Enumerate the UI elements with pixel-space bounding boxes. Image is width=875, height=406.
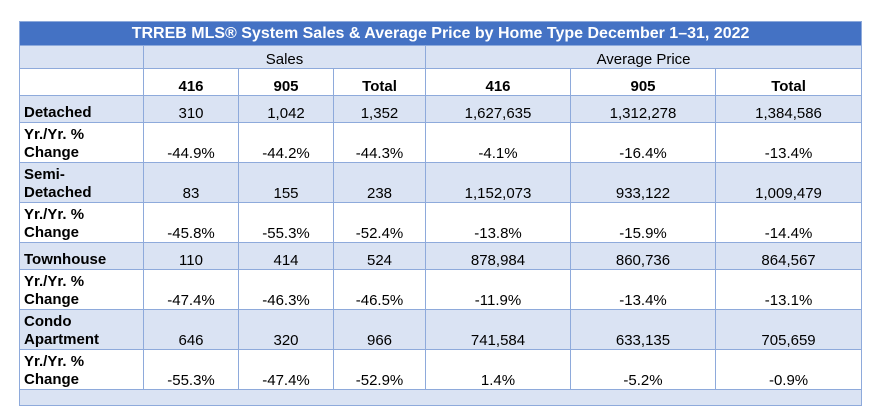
cell-price-905: -5.2% bbox=[570, 349, 716, 390]
cell-sales-total: -44.3% bbox=[333, 122, 426, 163]
cell-sales-905: -44.2% bbox=[238, 122, 334, 163]
row-label-line: Condo bbox=[24, 313, 72, 330]
cell-price-416: 878,984 bbox=[425, 242, 571, 270]
cell-sales-416: 83 bbox=[143, 162, 239, 203]
row-label: Yr./Yr. % Change bbox=[19, 202, 144, 243]
group-header-average-price: Average Price bbox=[424, 45, 863, 69]
cell-sales-416: -47.4% bbox=[143, 269, 239, 310]
group-header-sales: Sales bbox=[143, 45, 426, 69]
cell-price-416: 1,152,073 bbox=[425, 162, 571, 203]
column-header-price-416: 416 bbox=[425, 68, 571, 96]
row-label-line: Yr./Yr. % bbox=[24, 126, 85, 143]
cell-price-total: -0.9% bbox=[714, 349, 863, 390]
cell-price-416: -13.8% bbox=[425, 202, 571, 243]
cell-price-905: 633,135 bbox=[570, 309, 716, 350]
cell-sales-total: 1,352 bbox=[333, 95, 426, 123]
column-header-price-total: Total bbox=[714, 68, 863, 96]
cell-sales-905: -47.4% bbox=[238, 349, 334, 390]
row-label: Semi- Detached bbox=[19, 162, 144, 203]
cell-sales-416: -55.3% bbox=[143, 349, 239, 390]
cell-sales-total: -52.4% bbox=[333, 202, 426, 243]
cell-sales-905: 1,042 bbox=[238, 95, 334, 123]
cell-sales-905: -55.3% bbox=[238, 202, 334, 243]
column-header-blank bbox=[19, 68, 144, 96]
cell-price-total: 864,567 bbox=[714, 242, 863, 270]
table-row-change: Yr./Yr. % Change -47.4% -46.3% -46.5% -11.9% -… bbox=[19, 269, 863, 310]
cell-sales-416: 110 bbox=[143, 242, 239, 270]
row-label: Yr./Yr. % Change bbox=[19, 269, 144, 310]
cell-sales-total: -52.9% bbox=[333, 349, 426, 390]
cell-sales-total: 524 bbox=[333, 242, 426, 270]
table-title: TRREB MLS® System Sales & Average Price … bbox=[18, 21, 863, 46]
cell-sales-905: 414 bbox=[238, 242, 334, 270]
cell-sales-905: -46.3% bbox=[238, 269, 334, 310]
cell-price-416: 741,584 bbox=[425, 309, 571, 350]
sales-price-table: TRREB MLS® System Sales & Average Price … bbox=[18, 21, 863, 406]
cell-price-905: 860,736 bbox=[570, 242, 716, 270]
cell-price-905: -16.4% bbox=[570, 122, 716, 163]
cell-price-905: 933,122 bbox=[570, 162, 716, 203]
cell-price-905: -13.4% bbox=[570, 269, 716, 310]
row-label-line: Detached bbox=[24, 104, 92, 121]
row-label-line: Change bbox=[24, 371, 80, 388]
cell-price-total: -13.4% bbox=[714, 122, 863, 163]
cell-price-total: 705,659 bbox=[714, 309, 863, 350]
cell-price-416: -4.1% bbox=[425, 122, 571, 163]
row-label: Yr./Yr. % Change bbox=[19, 349, 144, 390]
cell-sales-416: 646 bbox=[143, 309, 239, 350]
column-header-sales-905: 905 bbox=[238, 68, 334, 96]
cell-price-total: -13.1% bbox=[714, 269, 863, 310]
table-row-type: Townhouse 110 414 524 878,984 860,736 864,567 bbox=[19, 242, 863, 270]
cell-price-416: -11.9% bbox=[425, 269, 571, 310]
cell-price-total: 1,384,586 bbox=[714, 95, 863, 123]
row-label-line: Detached bbox=[24, 184, 92, 201]
column-header-sales-total: Total bbox=[333, 68, 426, 96]
column-header-sales-416: 416 bbox=[143, 68, 239, 96]
row-label: Townhouse bbox=[19, 242, 144, 270]
cell-sales-416: -44.9% bbox=[143, 122, 239, 163]
row-label-line: Change bbox=[24, 291, 80, 308]
row-label-line: Apartment bbox=[24, 331, 100, 348]
row-label-line: Yr./Yr. % bbox=[24, 353, 85, 370]
row-label-line: Yr./Yr. % bbox=[24, 206, 85, 223]
cell-sales-total: -46.5% bbox=[333, 269, 426, 310]
row-label: Condo Apartment bbox=[19, 309, 144, 350]
cell-price-416: 1,627,635 bbox=[425, 95, 571, 123]
cell-price-905: -15.9% bbox=[570, 202, 716, 243]
table-row-type: Condo Apartment 646 320 966 741,584 633,135 705… bbox=[19, 309, 863, 350]
table-row-type: Semi- Detached 83 155 238 1,152,073 933,122 1,0… bbox=[19, 162, 863, 203]
cell-price-total: 1,009,479 bbox=[714, 162, 863, 203]
table-row-change: Yr./Yr. % Change -45.8% -55.3% -52.4% -13.8% -… bbox=[19, 202, 863, 243]
cell-sales-total: 966 bbox=[333, 309, 426, 350]
row-label-line: Townhouse bbox=[24, 251, 107, 268]
row-label: Detached bbox=[19, 95, 144, 123]
cell-price-total: -14.4% bbox=[714, 202, 863, 243]
table-row-type: Detached 310 1,042 1,352 1,627,635 1,312,278 1… bbox=[19, 95, 863, 123]
row-label: Yr./Yr. % Change bbox=[19, 122, 144, 163]
cell-price-905: 1,312,278 bbox=[570, 95, 716, 123]
cell-price-416: 1.4% bbox=[425, 349, 571, 390]
table-body: Detached 310 1,042 1,352 1,627,635 1,312,278 1… bbox=[19, 95, 863, 390]
cell-sales-416: 310 bbox=[143, 95, 239, 123]
table-row-change: Yr./Yr. % Change -44.9% -44.2% -44.3% -4.1% -1… bbox=[19, 122, 863, 163]
corner-cell bbox=[19, 45, 144, 69]
row-label-line: Change bbox=[24, 224, 80, 241]
row-label-line: Semi- bbox=[24, 166, 65, 183]
column-header-price-905: 905 bbox=[570, 68, 716, 96]
cell-sales-total: 238 bbox=[333, 162, 426, 203]
row-label-line: Change bbox=[24, 144, 80, 161]
cell-sales-416: -45.8% bbox=[143, 202, 239, 243]
row-label-line: Yr./Yr. % bbox=[24, 273, 85, 290]
table-row-change: Yr./Yr. % Change -55.3% -47.4% -52.9% 1.4% -5.… bbox=[19, 349, 863, 390]
table-footer-band bbox=[18, 389, 863, 406]
cell-sales-905: 320 bbox=[238, 309, 334, 350]
cell-sales-905: 155 bbox=[238, 162, 334, 203]
